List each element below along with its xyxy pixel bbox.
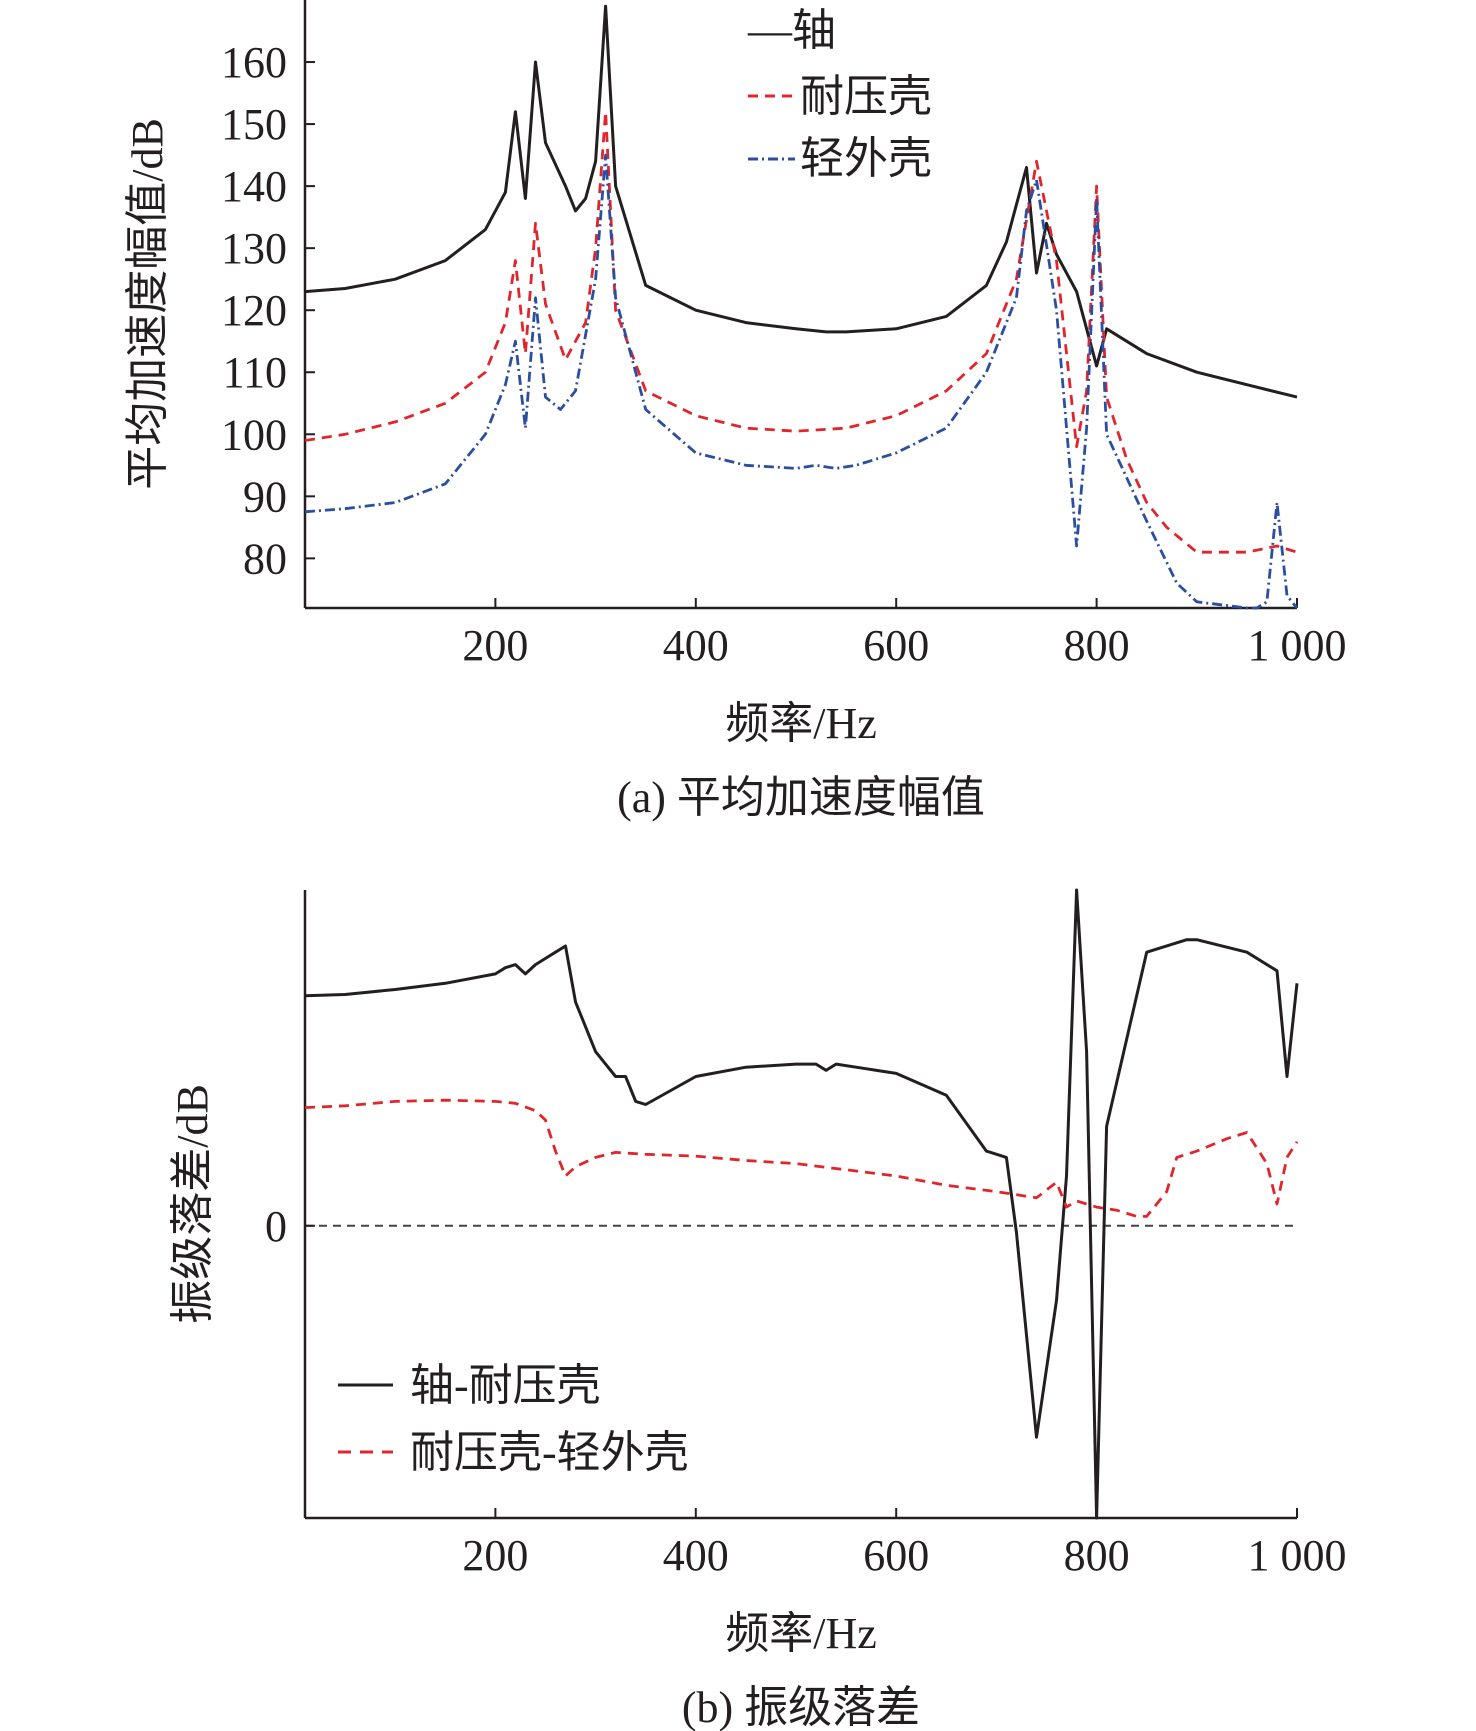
x-tick-label: 400 <box>663 1531 729 1580</box>
series-line-耐压壳-轻外壳 <box>304 1098 1299 1218</box>
legend-b: 轴-耐压壳 耐压壳-轻外壳 <box>338 1361 689 1477</box>
x-tick-label: 400 <box>663 621 729 670</box>
x-tick-label: 1 000 <box>1248 621 1347 670</box>
legend-item-shaft: —轴 <box>747 6 836 55</box>
x-ticks: 200 400 600 800 1 000 <box>462 598 1347 670</box>
y-axis-title-a: 平均加速度幅值/dB <box>123 118 172 490</box>
caption-a: (a) 平均加速度幅值 <box>617 773 985 822</box>
x-ticks: 200 400 600 800 1 000 <box>462 1508 1347 1580</box>
series-group <box>304 4 1299 610</box>
series-line-耐压壳 <box>304 110 1298 554</box>
x-axis-title-b: 频率/Hz <box>725 1609 877 1658</box>
y-tick-label: 0 <box>265 1202 287 1251</box>
series-group <box>304 888 1299 1520</box>
chart-panel-b: 0 200 400 600 800 1 000 振级落差/dB 频率/Hz (b) 振级… <box>168 888 1347 1731</box>
x-tick-label: 200 <box>462 1531 528 1580</box>
plot-area-b: 0 200 400 600 800 1 000 <box>265 888 1347 1580</box>
y-tick-label: 160 <box>221 38 287 87</box>
y-tick-label: 80 <box>243 534 287 583</box>
y-tick-label: 120 <box>221 286 287 335</box>
legend-item-pressure-hull-light-shell: 耐压壳-轻外壳 <box>338 1428 689 1477</box>
y-tick-label: 130 <box>221 224 287 273</box>
y-tick-label: 90 <box>243 472 287 521</box>
legend-label-shaft: —轴 <box>747 6 836 55</box>
y-tick-label: 150 <box>221 100 287 149</box>
y-ticks: 0 <box>265 1202 315 1251</box>
x-tick-label: 1 000 <box>1248 1531 1347 1580</box>
legend-item-shaft-pressure-hull: 轴-耐压壳 <box>338 1361 601 1410</box>
x-tick-label: 800 <box>1064 621 1130 670</box>
y-tick-label: 100 <box>221 410 287 459</box>
chart-panel-a: 80 90 100 110 120 130 140 150 160 200 400 600 800 1 … <box>123 0 1347 822</box>
legend-label-shaft-pressure-hull: 轴-耐压壳 <box>410 1361 601 1410</box>
y-tick-label: 140 <box>221 162 287 211</box>
caption-b: (b) 振级落差 <box>682 1683 920 1731</box>
plot-area-a: 80 90 100 110 120 130 140 150 160 200 400 600 800 1 … <box>221 0 1347 670</box>
series-line-轴 <box>304 4 1298 399</box>
legend-item-light-shell: 轻外壳 <box>748 134 932 183</box>
y-axis-title-b: 振级落差/dB <box>168 1084 217 1324</box>
legend-label-pressure-hull-light-shell: 耐压壳-轻外壳 <box>410 1428 689 1477</box>
y-tick-label: 110 <box>223 348 287 397</box>
legend-label-light-shell: 轻外壳 <box>800 134 932 183</box>
x-tick-label: 600 <box>863 1531 929 1580</box>
series-line-轻外壳 <box>304 153 1299 610</box>
x-tick-label: 600 <box>863 621 929 670</box>
legend-item-pressure-hull: 耐压壳 <box>748 72 932 121</box>
x-axis-title-a: 频率/Hz <box>725 699 877 748</box>
x-tick-label: 200 <box>462 621 528 670</box>
y-ticks: 80 90 100 110 120 130 140 150 160 <box>221 38 315 583</box>
x-tick-label: 800 <box>1064 1531 1130 1580</box>
legend-a: —轴 耐压壳 轻外壳 <box>747 6 932 183</box>
legend-label-pressure-hull: 耐压壳 <box>800 72 932 121</box>
series-line-轴-耐压壳 <box>304 888 1299 1520</box>
